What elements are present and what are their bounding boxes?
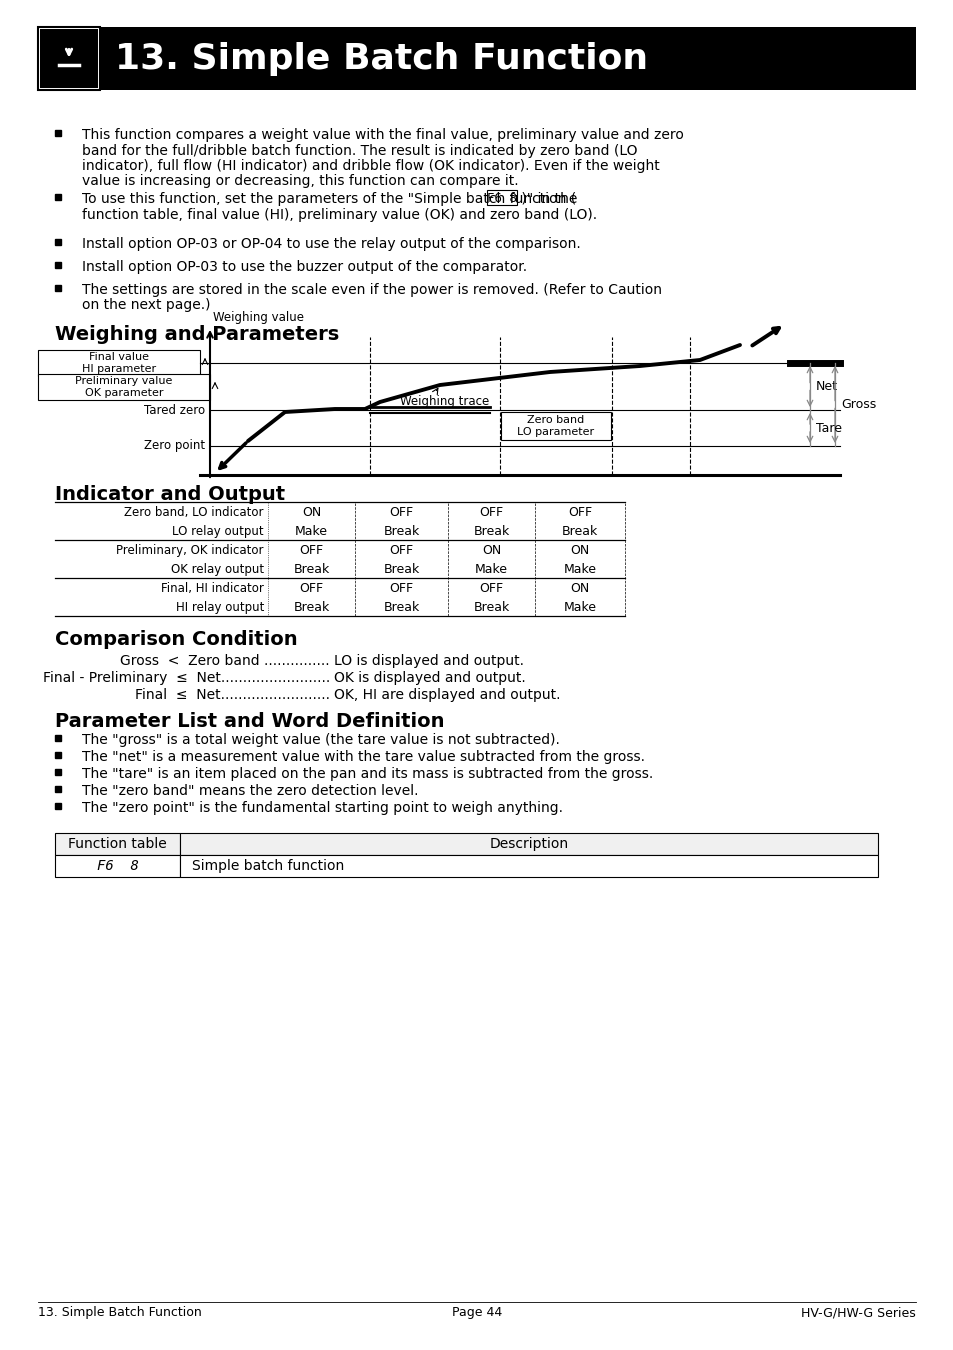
Text: F6  8: F6 8: [96, 859, 138, 873]
Text: Final value
HI parameter: Final value HI parameter: [82, 352, 156, 374]
Text: ON: ON: [301, 506, 321, 518]
Text: OFF: OFF: [389, 506, 414, 518]
Bar: [38, 27, 100, 90]
Text: Tare: Tare: [815, 421, 841, 435]
Text: Break: Break: [473, 525, 509, 539]
Text: 13. Simple Batch Function: 13. Simple Batch Function: [38, 1305, 201, 1319]
Text: The "gross" is a total weight value (the tare value is not subtracted).: The "gross" is a total weight value (the…: [82, 733, 559, 747]
Text: indicator), full flow (HI indicator) and dribble flow (OK indicator). Even if th: indicator), full flow (HI indicator) and…: [82, 159, 659, 173]
Text: Indicator and Output: Indicator and Output: [55, 485, 285, 504]
Text: Final  ≤  Net.........................: Final ≤ Net.........................: [135, 688, 330, 702]
Text: Final - Preliminary  ≤  Net.........................: Final - Preliminary ≤ Net...............…: [43, 671, 330, 684]
Text: The "zero point" is the fundamental starting point to weigh anything.: The "zero point" is the fundamental star…: [82, 801, 562, 815]
Text: ON: ON: [481, 544, 500, 558]
Text: OFF: OFF: [299, 582, 323, 595]
Text: Weighing trace: Weighing trace: [399, 396, 489, 408]
Text: Parameter List and Word Definition: Parameter List and Word Definition: [55, 711, 444, 730]
Text: Install option OP-03 to use the buzzer output of the comparator.: Install option OP-03 to use the buzzer o…: [82, 261, 527, 274]
Text: band for the full/dribble batch function. The result is indicated by zero band (: band for the full/dribble batch function…: [82, 143, 637, 158]
Text: Gross: Gross: [841, 398, 876, 410]
Bar: [40, 28, 98, 88]
Bar: [55, 833, 180, 855]
Text: Function table: Function table: [68, 837, 167, 850]
Text: Gross  <  Zero band ...............: Gross < Zero band ...............: [120, 653, 330, 668]
Text: This function compares a weight value with the final value, preliminary value an: This function compares a weight value wi…: [82, 128, 683, 142]
Text: Install option OP-03 or OP-04 to use the relay output of the comparison.: Install option OP-03 or OP-04 to use the…: [82, 238, 580, 251]
Text: The settings are stored in the scale even if the power is removed. (Refer to Cau: The settings are stored in the scale eve…: [82, 284, 661, 297]
Text: The "net" is a measurement value with the tare value subtracted from the gross.: The "net" is a measurement value with th…: [82, 751, 644, 764]
Text: Page 44: Page 44: [452, 1305, 501, 1319]
Text: ON: ON: [570, 582, 589, 595]
Text: To use this function, set the parameters of the "Simple batch function (: To use this function, set the parameters…: [82, 192, 580, 207]
Text: Weighing and Parameters: Weighing and Parameters: [55, 325, 339, 344]
Text: LO relay output: LO relay output: [172, 525, 264, 539]
Bar: [487, 190, 517, 205]
Text: OFF: OFF: [389, 582, 414, 595]
Text: Preliminary value
OK parameter: Preliminary value OK parameter: [75, 377, 172, 398]
Bar: [38, 374, 210, 400]
Text: Comparison Condition: Comparison Condition: [55, 630, 297, 649]
Text: Break: Break: [294, 563, 330, 576]
Text: Preliminary, OK indicator: Preliminary, OK indicator: [116, 544, 264, 558]
Text: OFF: OFF: [567, 506, 592, 518]
Text: Break: Break: [383, 601, 419, 614]
Text: ON: ON: [570, 544, 589, 558]
Text: OK relay output: OK relay output: [171, 563, 264, 576]
Text: value is increasing or decreasing, this function can compare it.: value is increasing or decreasing, this …: [82, 174, 518, 189]
Text: on the next page.): on the next page.): [82, 298, 211, 312]
Text: OK is displayed and output.: OK is displayed and output.: [334, 671, 525, 684]
Bar: [38, 350, 200, 377]
Text: Tared zero: Tared zero: [144, 404, 205, 417]
Text: HI relay output: HI relay output: [175, 601, 264, 614]
Bar: [500, 412, 610, 440]
Text: Simple batch function: Simple batch function: [192, 859, 344, 873]
Bar: [100, 27, 915, 90]
Text: Make: Make: [563, 563, 596, 576]
Text: LO is displayed and output.: LO is displayed and output.: [334, 653, 523, 668]
Text: OFF: OFF: [389, 544, 414, 558]
Text: 13. Simple Batch Function: 13. Simple Batch Function: [115, 42, 647, 76]
Text: Break: Break: [473, 601, 509, 614]
Text: The "tare" is an item placed on the pan and its mass is subtracted from the gros: The "tare" is an item placed on the pan …: [82, 767, 653, 782]
Text: Break: Break: [561, 525, 598, 539]
Bar: [55, 855, 180, 878]
Text: OK, HI are displayed and output.: OK, HI are displayed and output.: [334, 688, 560, 702]
Text: Zero point: Zero point: [144, 440, 205, 452]
Bar: [180, 833, 877, 855]
Text: HV-G/HW-G Series: HV-G/HW-G Series: [801, 1305, 915, 1319]
Text: Make: Make: [563, 601, 596, 614]
Text: Weighing value: Weighing value: [213, 310, 304, 324]
Bar: [180, 855, 877, 878]
Text: Final, HI indicator: Final, HI indicator: [161, 582, 264, 595]
Text: OFF: OFF: [479, 582, 503, 595]
Text: Zero band
LO parameter: Zero band LO parameter: [517, 416, 594, 437]
Text: Zero band, LO indicator: Zero band, LO indicator: [125, 506, 264, 518]
Text: Break: Break: [383, 563, 419, 576]
Text: Break: Break: [294, 601, 330, 614]
Text: Make: Make: [294, 525, 328, 539]
Text: OFF: OFF: [299, 544, 323, 558]
Text: Make: Make: [475, 563, 507, 576]
Text: F6 8: F6 8: [487, 193, 517, 205]
Text: )" in the: )" in the: [517, 192, 577, 207]
Text: Net: Net: [815, 379, 837, 393]
Text: Break: Break: [383, 525, 419, 539]
Text: function table, final value (HI), preliminary value (OK) and zero band (LO).: function table, final value (HI), prelim…: [82, 208, 597, 221]
Text: Description: Description: [489, 837, 568, 850]
Text: OFF: OFF: [479, 506, 503, 518]
Text: The "zero band" means the zero detection level.: The "zero band" means the zero detection…: [82, 784, 418, 798]
